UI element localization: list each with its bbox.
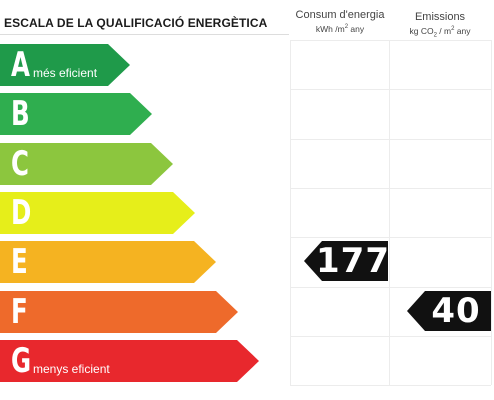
rating-letter: A: [11, 45, 30, 85]
grid-row-line: [290, 40, 491, 41]
title-underline: [0, 34, 289, 35]
rating-letter: C: [11, 144, 29, 184]
rating-letter: G: [11, 341, 32, 381]
emissions-header: Emissions kg CO2 / m2 any: [389, 11, 491, 42]
consum-header: Consum d'energia kWh /m2 any: [290, 9, 390, 35]
consum-header-label: Consum d'energia: [295, 9, 385, 21]
rating-caption: més eficient: [33, 66, 98, 80]
emissions-header-label: Emissions: [414, 11, 466, 23]
rating-bar-c: C: [0, 143, 173, 185]
grid-row-line: [290, 287, 491, 288]
consum-value: 177: [316, 241, 390, 281]
rating-bar-d: D: [0, 192, 195, 234]
rating-bar-e: E: [0, 241, 216, 283]
page-title: ESCALA DE LA QUALIFICACIÓ ENERGÈTICA: [4, 16, 268, 30]
grid-row-line: [290, 237, 491, 238]
grid-column-line: [290, 40, 291, 385]
rating-letter: D: [11, 193, 32, 233]
grid-row-line: [290, 139, 491, 140]
grid-column-line: [491, 40, 492, 385]
grid-column-line: [389, 40, 390, 385]
grid-row-line: [290, 188, 491, 189]
emissions-value-tag: 40: [407, 291, 491, 331]
rating-letter: B: [11, 94, 30, 134]
rating-bar-f: F: [0, 291, 238, 333]
emissions-value: 40: [431, 291, 481, 331]
rating-caption: menys eficient: [33, 362, 110, 376]
grid-row-line: [290, 385, 491, 386]
rating-letter: F: [11, 292, 28, 332]
consum-value-tag: 177: [304, 241, 388, 281]
rating-bar-b: B: [0, 93, 152, 135]
consum-header-unit: kWh /m2 any: [315, 23, 365, 34]
rating-letter: E: [11, 242, 28, 282]
grid-row-line: [290, 89, 491, 90]
grid-row-line: [290, 336, 491, 337]
emissions-header-unit: kg CO2 / m2 any: [409, 25, 471, 39]
